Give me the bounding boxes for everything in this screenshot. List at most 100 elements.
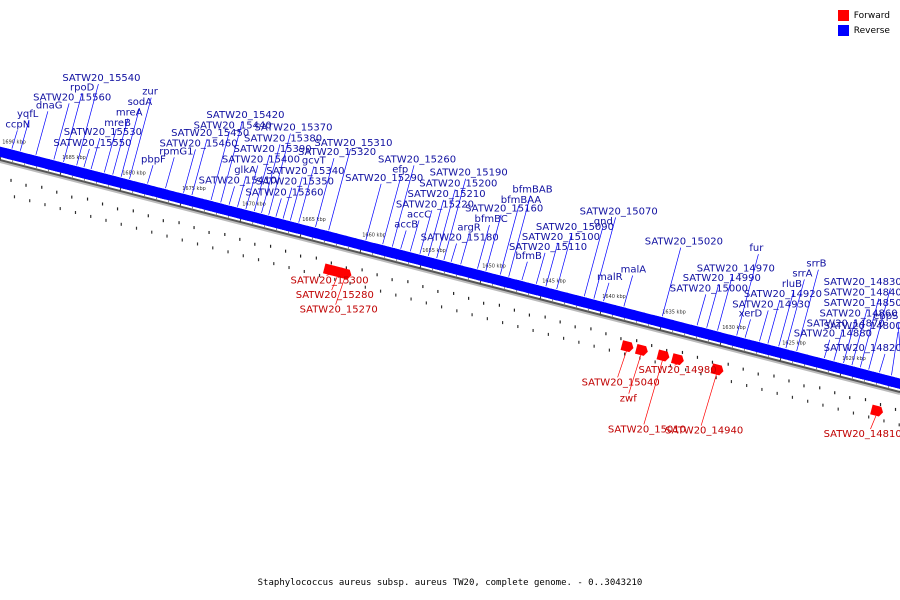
gene-label[interactable]: SATW20_15210	[408, 189, 486, 200]
gene-label[interactable]: SATW20_14810	[824, 429, 900, 440]
gene-label[interactable]: SATW20_15010	[608, 424, 686, 435]
gene-label[interactable]: SATW20_14860	[820, 309, 898, 320]
reverse-gene-arrow[interactable]	[860, 368, 874, 382]
gene-label[interactable]: SATW20_15400	[222, 154, 300, 165]
reverse-gene-arrow[interactable]	[138, 183, 153, 196]
gene-label[interactable]: SATW20_15560	[33, 92, 111, 103]
gene-label[interactable]: SATW20_15190	[430, 168, 508, 179]
gene-label[interactable]: SATW20_14920	[744, 289, 822, 300]
gene-label[interactable]: SATW20_14940	[665, 426, 743, 437]
reverse-gene-arrow[interactable]	[156, 187, 171, 201]
gene-label[interactable]: SATW20_14840	[824, 288, 900, 299]
reverse-gene-arrow[interactable]	[452, 263, 466, 277]
gene-label[interactable]: SATW20_15280	[296, 290, 374, 301]
gene-label[interactable]: pbpF	[141, 154, 166, 165]
gene-label[interactable]: SATW20_15200	[419, 179, 497, 190]
gene-label[interactable]: SATW20_15220	[396, 199, 474, 210]
gene-label[interactable]: gnd	[594, 217, 613, 228]
reverse-gene-arrow[interactable]	[27, 154, 41, 167]
gene-label[interactable]: SATW20_15410	[199, 175, 277, 186]
reverse-gene-arrow[interactable]	[708, 329, 723, 343]
forward-gene-arrow[interactable]	[338, 267, 353, 281]
reverse-gene-arrow[interactable]	[202, 199, 217, 212]
gene-label[interactable]: SATW20_14970	[697, 263, 775, 274]
gene-label[interactable]: SATW20_15540	[62, 73, 140, 84]
reverse-gene-arrow[interactable]	[815, 357, 830, 370]
gene-label[interactable]: SATW20_14870	[807, 319, 885, 330]
gene-label[interactable]: SATW20_14990	[683, 273, 761, 284]
forward-gene-arrow[interactable]	[870, 404, 884, 418]
reverse-gene-arrow[interactable]	[882, 374, 897, 388]
gene-label[interactable]: SATW20_15380	[244, 133, 322, 144]
gene-label[interactable]: SATW20_15300	[291, 275, 369, 286]
reverse-gene-arrow[interactable]	[320, 229, 334, 243]
reverse-gene-arrow[interactable]	[54, 161, 69, 174]
gene-label[interactable]: fur	[749, 243, 764, 254]
reverse-gene-arrow[interactable]	[698, 327, 712, 340]
gene-label[interactable]: SATW20_15360	[245, 187, 323, 198]
gene-label[interactable]: malA	[621, 265, 647, 276]
reverse-gene-arrow[interactable]	[594, 300, 609, 314]
forward-gene-arrow[interactable]	[710, 363, 725, 376]
gene-label[interactable]: yqfL	[17, 109, 39, 120]
gene-label[interactable]: accB	[394, 220, 418, 231]
reverse-gene-arrow[interactable]	[442, 261, 457, 274]
gene-label[interactable]: SATW20_15020	[645, 237, 723, 248]
gene-label[interactable]: SATW20_15270	[300, 305, 378, 316]
gene-label[interactable]: SATW20_14880	[794, 329, 872, 340]
gene-label[interactable]: SATW20_15460	[160, 138, 238, 149]
reverse-gene-arrow[interactable]	[477, 270, 491, 283]
gene-label[interactable]: ccpN	[5, 119, 30, 130]
gene-label[interactable]: sodA	[128, 97, 153, 108]
forward-gene-arrow[interactable]	[656, 349, 671, 363]
reverse-gene-arrow[interactable]	[788, 350, 802, 363]
gene-label[interactable]: efp	[392, 165, 408, 176]
reverse-gene-arrow[interactable]	[82, 168, 97, 181]
reverse-gene-arrow[interactable]	[392, 248, 406, 261]
gene-label[interactable]: SATW20_15550	[53, 138, 131, 149]
gene-label[interactable]: SATW20_15290	[345, 173, 423, 184]
gene-label[interactable]: SATW20_14850	[824, 298, 900, 309]
gene-label[interactable]: rpmG1	[159, 146, 193, 157]
gene-label[interactable]: SATW20_15100	[522, 232, 600, 243]
gene-label[interactable]: bfmBAA	[501, 195, 542, 206]
gene-label[interactable]: SATW20_15110	[509, 242, 587, 253]
gene-label[interactable]: SATW20_14980	[639, 365, 717, 376]
gene-label[interactable]: mreB	[104, 118, 131, 129]
gene-label[interactable]: glkA	[234, 165, 256, 176]
reverse-gene-arrow[interactable]	[527, 283, 542, 296]
reverse-gene-arrow[interactable]	[513, 279, 527, 293]
gene-label[interactable]: accC	[407, 209, 431, 220]
gene-label[interactable]: SATW20_15340	[266, 166, 344, 177]
reverse-gene-arrow[interactable]	[537, 285, 551, 299]
reverse-gene-arrow[interactable]	[777, 347, 791, 361]
gene-label[interactable]: SATW20_15070	[580, 206, 658, 217]
gene-label[interactable]: SATW20_15260	[378, 154, 456, 165]
reverse-gene-arrow[interactable]	[357, 239, 371, 252]
gene-label[interactable]: bfmBAB	[512, 184, 552, 195]
forward-gene-arrow[interactable]	[620, 340, 635, 353]
gene-label[interactable]: SATW20_15310	[314, 138, 392, 149]
gene-label[interactable]: mreA	[116, 108, 143, 119]
gene-label[interactable]: SATW20_15440	[194, 120, 272, 131]
gene-label[interactable]: SATW20_15160	[465, 204, 543, 215]
reverse-gene-arrow[interactable]	[893, 377, 900, 391]
gene-label[interactable]: rpoD	[70, 82, 95, 93]
reverse-gene-arrow[interactable]	[11, 150, 26, 163]
gene-label[interactable]: SATW20_15530	[64, 127, 142, 138]
gene-label[interactable]: gcvT	[302, 156, 327, 167]
gene-label[interactable]: SATW20_15180	[421, 233, 499, 244]
gene-label[interactable]: SATW20_15090	[536, 222, 614, 233]
gene-label[interactable]: SATW20_15320	[298, 147, 376, 158]
gene-label[interactable]: argR	[457, 222, 480, 233]
reverse-gene-arrow[interactable]	[401, 250, 416, 264]
gene-label[interactable]: SATW20_14820	[824, 343, 900, 354]
gene-label[interactable]: srrA	[792, 269, 812, 280]
gene-label[interactable]: rluB	[782, 279, 802, 290]
reverse-gene-arrow[interactable]	[825, 359, 839, 373]
gene-label[interactable]: malR	[597, 272, 623, 283]
reverse-gene-arrow[interactable]	[615, 305, 629, 319]
forward-gene-arrow[interactable]	[634, 343, 649, 357]
reverse-gene-arrow[interactable]	[736, 337, 751, 350]
reverse-gene-arrow[interactable]	[120, 178, 135, 191]
